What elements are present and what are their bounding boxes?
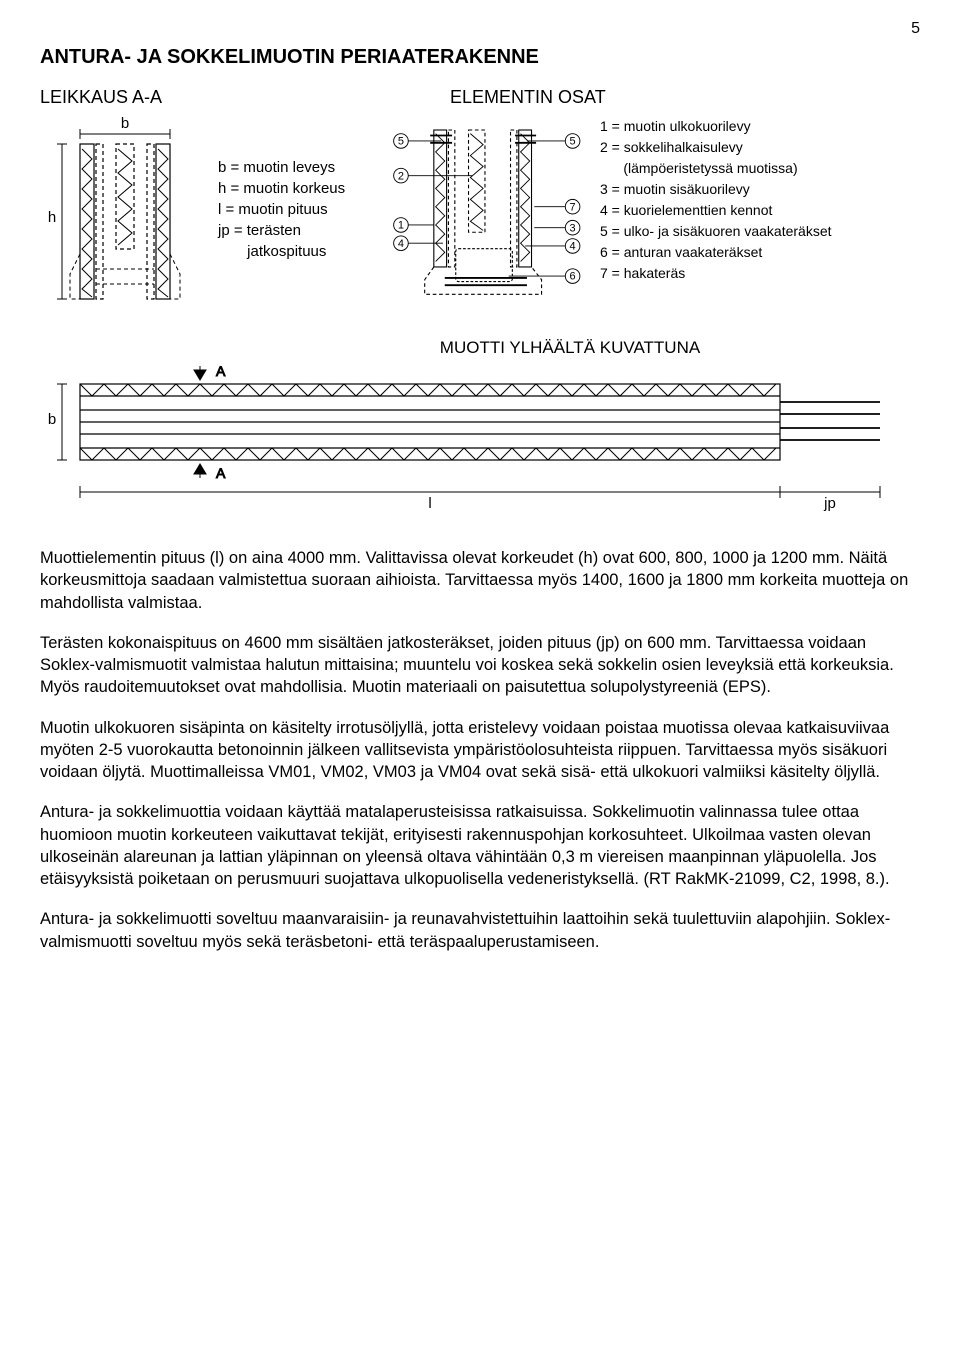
callout-5r: 5 [570,136,576,148]
subheading-right: ELEMENTIN OSAT [390,87,740,108]
a-marker-top: A [216,363,226,379]
subheading-left: LEIKKAUS A-A [40,87,390,108]
callout-4r: 4 [570,241,576,253]
top-view-dims-svg: l jp [40,482,920,512]
legend-line: (lämpöeristetyssä muotissa) [600,158,832,179]
top-view-block: MUOTTI YLHÄÄLTÄ KUVATTUNA b A A [40,338,920,517]
a-marker-bot: A [216,465,226,481]
callout-2l: 2 [398,170,404,182]
paragraph: Terästen kokonaispituus on 4600 mm sisäl… [40,632,920,699]
section-diagram-row: b h [40,114,920,314]
top-view-title: MUOTTI YLHÄÄLTÄ KUVATTUNA [220,338,920,358]
callout-6r: 6 [570,271,576,283]
dimension-legend: b = muotin leveys h = muotin korkeus l =… [218,157,345,262]
page-title: ANTURA- JA SOKKELIMUOTIN PERIAATERAKENNE [40,46,920,69]
legend-line: 1 = muotin ulkokuorilevy [600,116,832,137]
dim-jp: jp [823,495,836,512]
elements-svg: 5 2 1 4 5 7 3 4 6 [390,114,600,314]
dim-b-left: b [48,411,56,428]
callout-5l: 5 [398,136,404,148]
legend-line: 2 = sokkelihalkaisulevy [600,137,832,158]
top-view-svg: b A A [40,362,920,482]
dim-b-top: b [121,115,129,132]
legend-line: 4 = kuorielementtien kennot [600,200,832,221]
page-number: 5 [40,20,920,38]
callout-4l: 4 [398,238,404,250]
elements-diagram-block: 5 2 1 4 5 7 3 4 6 [390,114,600,314]
legend-block: 1 = muotin ulkokuorilevy 2 = sokkelihalk… [600,114,832,284]
legend-line: 3 = muotin sisäkuorilevy [600,179,832,200]
legend-line: 6 = anturan vaakateräkset [600,242,832,263]
paragraph: Antura- ja sokkelimuotti soveltuu maanva… [40,908,920,953]
legend-line: 5 = ulko- ja sisäkuoren vaakateräkset [600,221,832,242]
dim-h-left: h [48,209,56,226]
section-left-block: b h [40,114,390,304]
paragraph: Muotin ulkokuoren sisäpinta on käsitelty… [40,717,920,784]
subheading-row: LEIKKAUS A-A ELEMENTIN OSAT [40,87,920,108]
legend-line: 7 = hakateräs [600,263,832,284]
callout-7r: 7 [570,201,576,213]
paragraph: Antura- ja sokkelimuottia voidaan käyttä… [40,801,920,890]
dim-l: l [428,495,431,512]
paragraph: Muottielementin pituus (l) on aina 4000 … [40,547,920,614]
section-aa-svg: b h [40,114,200,304]
callout-1l: 1 [398,220,404,232]
callout-3r: 3 [570,222,576,234]
